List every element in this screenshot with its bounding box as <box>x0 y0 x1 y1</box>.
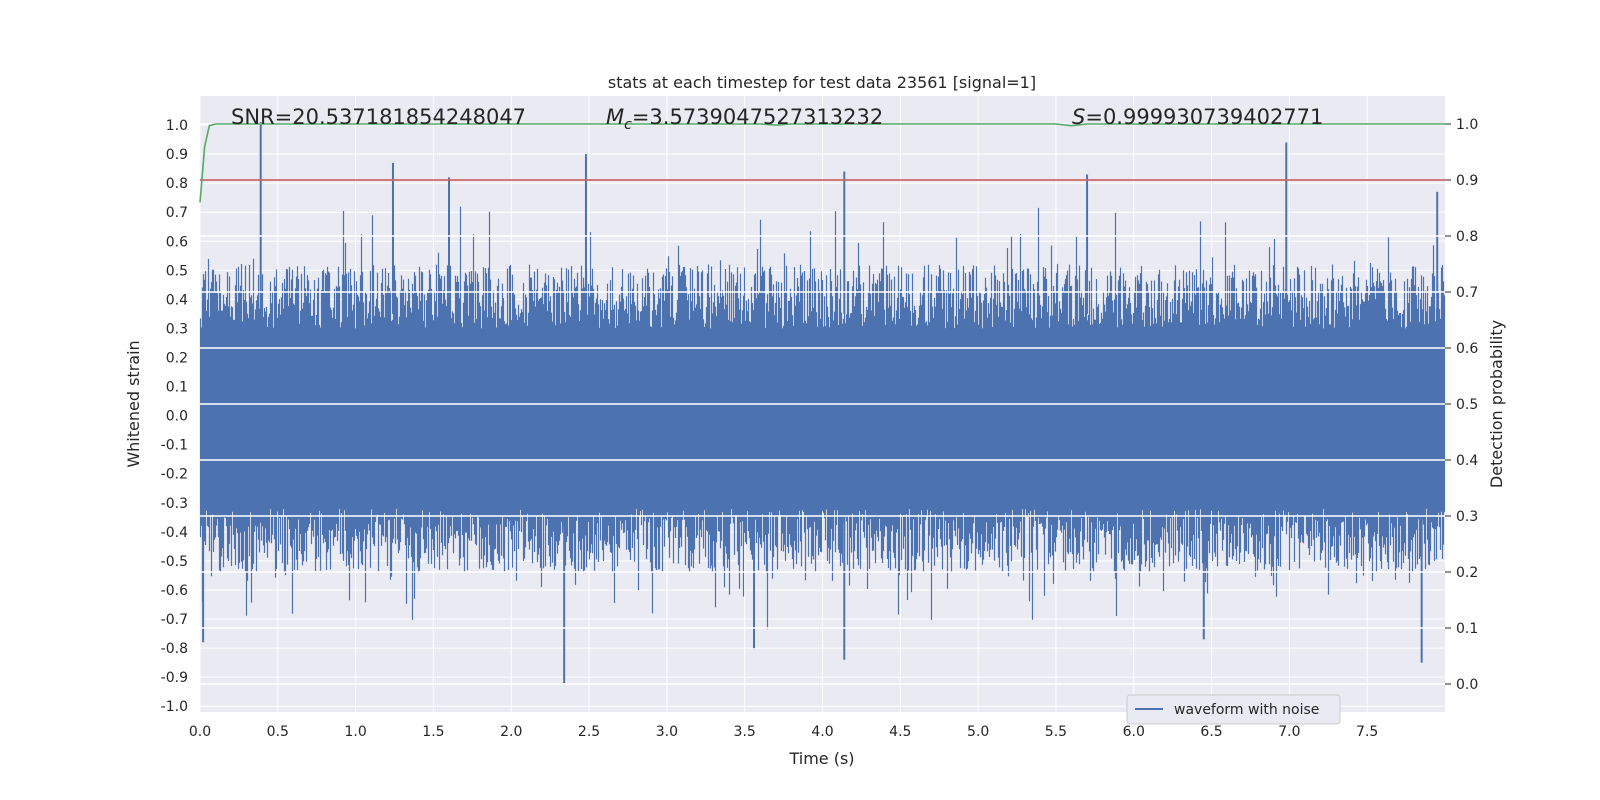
y-tick-label: 0.0 <box>166 409 188 425</box>
detection-stat-annotation: S=0.999930739402771 <box>1072 105 1323 129</box>
y2-tick-label: 0.6 <box>1456 341 1478 357</box>
legend-box <box>1126 694 1341 725</box>
x-tick-label: 1.5 <box>422 724 444 740</box>
y-tick-label: 0.3 <box>166 321 188 337</box>
y2-tick-label: 0.1 <box>1456 621 1478 637</box>
x-tick-label: 7.5 <box>1356 724 1378 740</box>
chart-title: stats at each timestep for test data 235… <box>608 73 1036 92</box>
y2-tick-label: 0.5 <box>1456 397 1478 413</box>
x-tick-label: 2.5 <box>578 724 600 740</box>
y2-tick-label: 0.0 <box>1456 677 1478 693</box>
y2-axis-label: Detection probability <box>1487 320 1506 488</box>
y-ticks: -1.0 -0.9 -0.8 -0.7 -0.6 -0.5 -0.4 -0.3 -0.2 -0.1… <box>161 118 188 715</box>
probability-lines <box>199 123 1445 203</box>
y2-tick-label: 0.9 <box>1456 173 1478 189</box>
y-tick-label: 0.7 <box>166 205 188 221</box>
y-tick-label: -0.2 <box>161 467 188 483</box>
y-tick-label: 0.1 <box>166 380 188 396</box>
y-tick-label: 0.6 <box>166 234 188 250</box>
y-tick-label: -0.7 <box>161 612 188 628</box>
y2-tick-label: 0.7 <box>1456 285 1478 301</box>
y-tick-label: -0.6 <box>161 583 188 599</box>
x-tick-label: 3.0 <box>656 724 678 740</box>
y-tick-label: -0.9 <box>161 670 188 686</box>
chirp-mass-symbol: M <box>606 105 624 129</box>
x-tick-label: 7.0 <box>1278 724 1300 740</box>
y-tick-label: 0.9 <box>166 147 188 163</box>
y-tick-label: 1.0 <box>166 118 188 134</box>
y-tick-label: -0.4 <box>161 525 188 541</box>
x-tick-label: 0.5 <box>267 724 289 740</box>
x-tick-label: 2.0 <box>500 724 522 740</box>
y2-tick-label: 1.0 <box>1456 117 1478 133</box>
waveform-noise-line <box>199 206 1446 630</box>
x-tick-label: 5.0 <box>967 724 989 740</box>
x-tick-label: 0.0 <box>189 724 211 740</box>
y-tick-label: 0.2 <box>166 351 188 367</box>
detection-stat-symbol: S <box>1072 105 1085 129</box>
chirp-mass-subscript: c <box>624 117 632 133</box>
legend: waveform with noise <box>1126 694 1341 725</box>
x-tick-label: 4.0 <box>811 724 833 740</box>
x-tick-label: 1.0 <box>344 724 366 740</box>
y-tick-label: -0.8 <box>161 641 188 657</box>
y-tick-label: -0.1 <box>161 438 188 454</box>
y-tick-label: 0.4 <box>166 292 188 308</box>
x-tick-label: 6.5 <box>1200 724 1222 740</box>
y-tick-label: -0.5 <box>161 554 188 570</box>
y2-tick-label: 0.8 <box>1456 229 1478 245</box>
x-tick-label: 3.5 <box>734 724 756 740</box>
detection-stat-value: =0.999930739402771 <box>1085 105 1323 129</box>
y-axis-label: Whitened strain <box>124 340 143 467</box>
x-axis-label: Time (s) <box>788 749 854 768</box>
snr-annotation: SNR=20.537181854248047 <box>231 105 526 129</box>
detection-probability-line <box>199 123 1445 203</box>
x-ticks: 0.0 0.5 1.0 1.5 2.0 2.5 3.0 3.5 4.0 4.5 5.0 5.5 6.0 6… <box>189 724 1378 740</box>
chirp-mass-annotation: Mc=3.5739047527313232 <box>606 105 883 133</box>
x-tick-label: 6.0 <box>1123 724 1145 740</box>
chirp-mass-value: =3.5739047527313232 <box>632 105 883 129</box>
legend-entry: waveform with noise <box>1174 702 1319 718</box>
x-tick-label: 5.5 <box>1045 724 1067 740</box>
right-axis-grid <box>200 123 1445 685</box>
x-tick-label: 4.5 <box>889 724 911 740</box>
y-tick-label: -0.3 <box>161 496 188 512</box>
y-tick-label: 0.8 <box>166 176 188 192</box>
y2-tick-label: 0.3 <box>1456 509 1478 525</box>
y-tick-label: -1.0 <box>161 699 188 715</box>
y2-tick-label: 0.4 <box>1456 453 1478 469</box>
y2-tick-label: 0.2 <box>1456 565 1478 581</box>
y-tick-label: 0.5 <box>166 263 188 279</box>
y2-ticks: 0.0 0.1 0.2 0.3 0.4 0.5 0.6 0.7 0.8 0.9 1.0 <box>1445 117 1478 693</box>
